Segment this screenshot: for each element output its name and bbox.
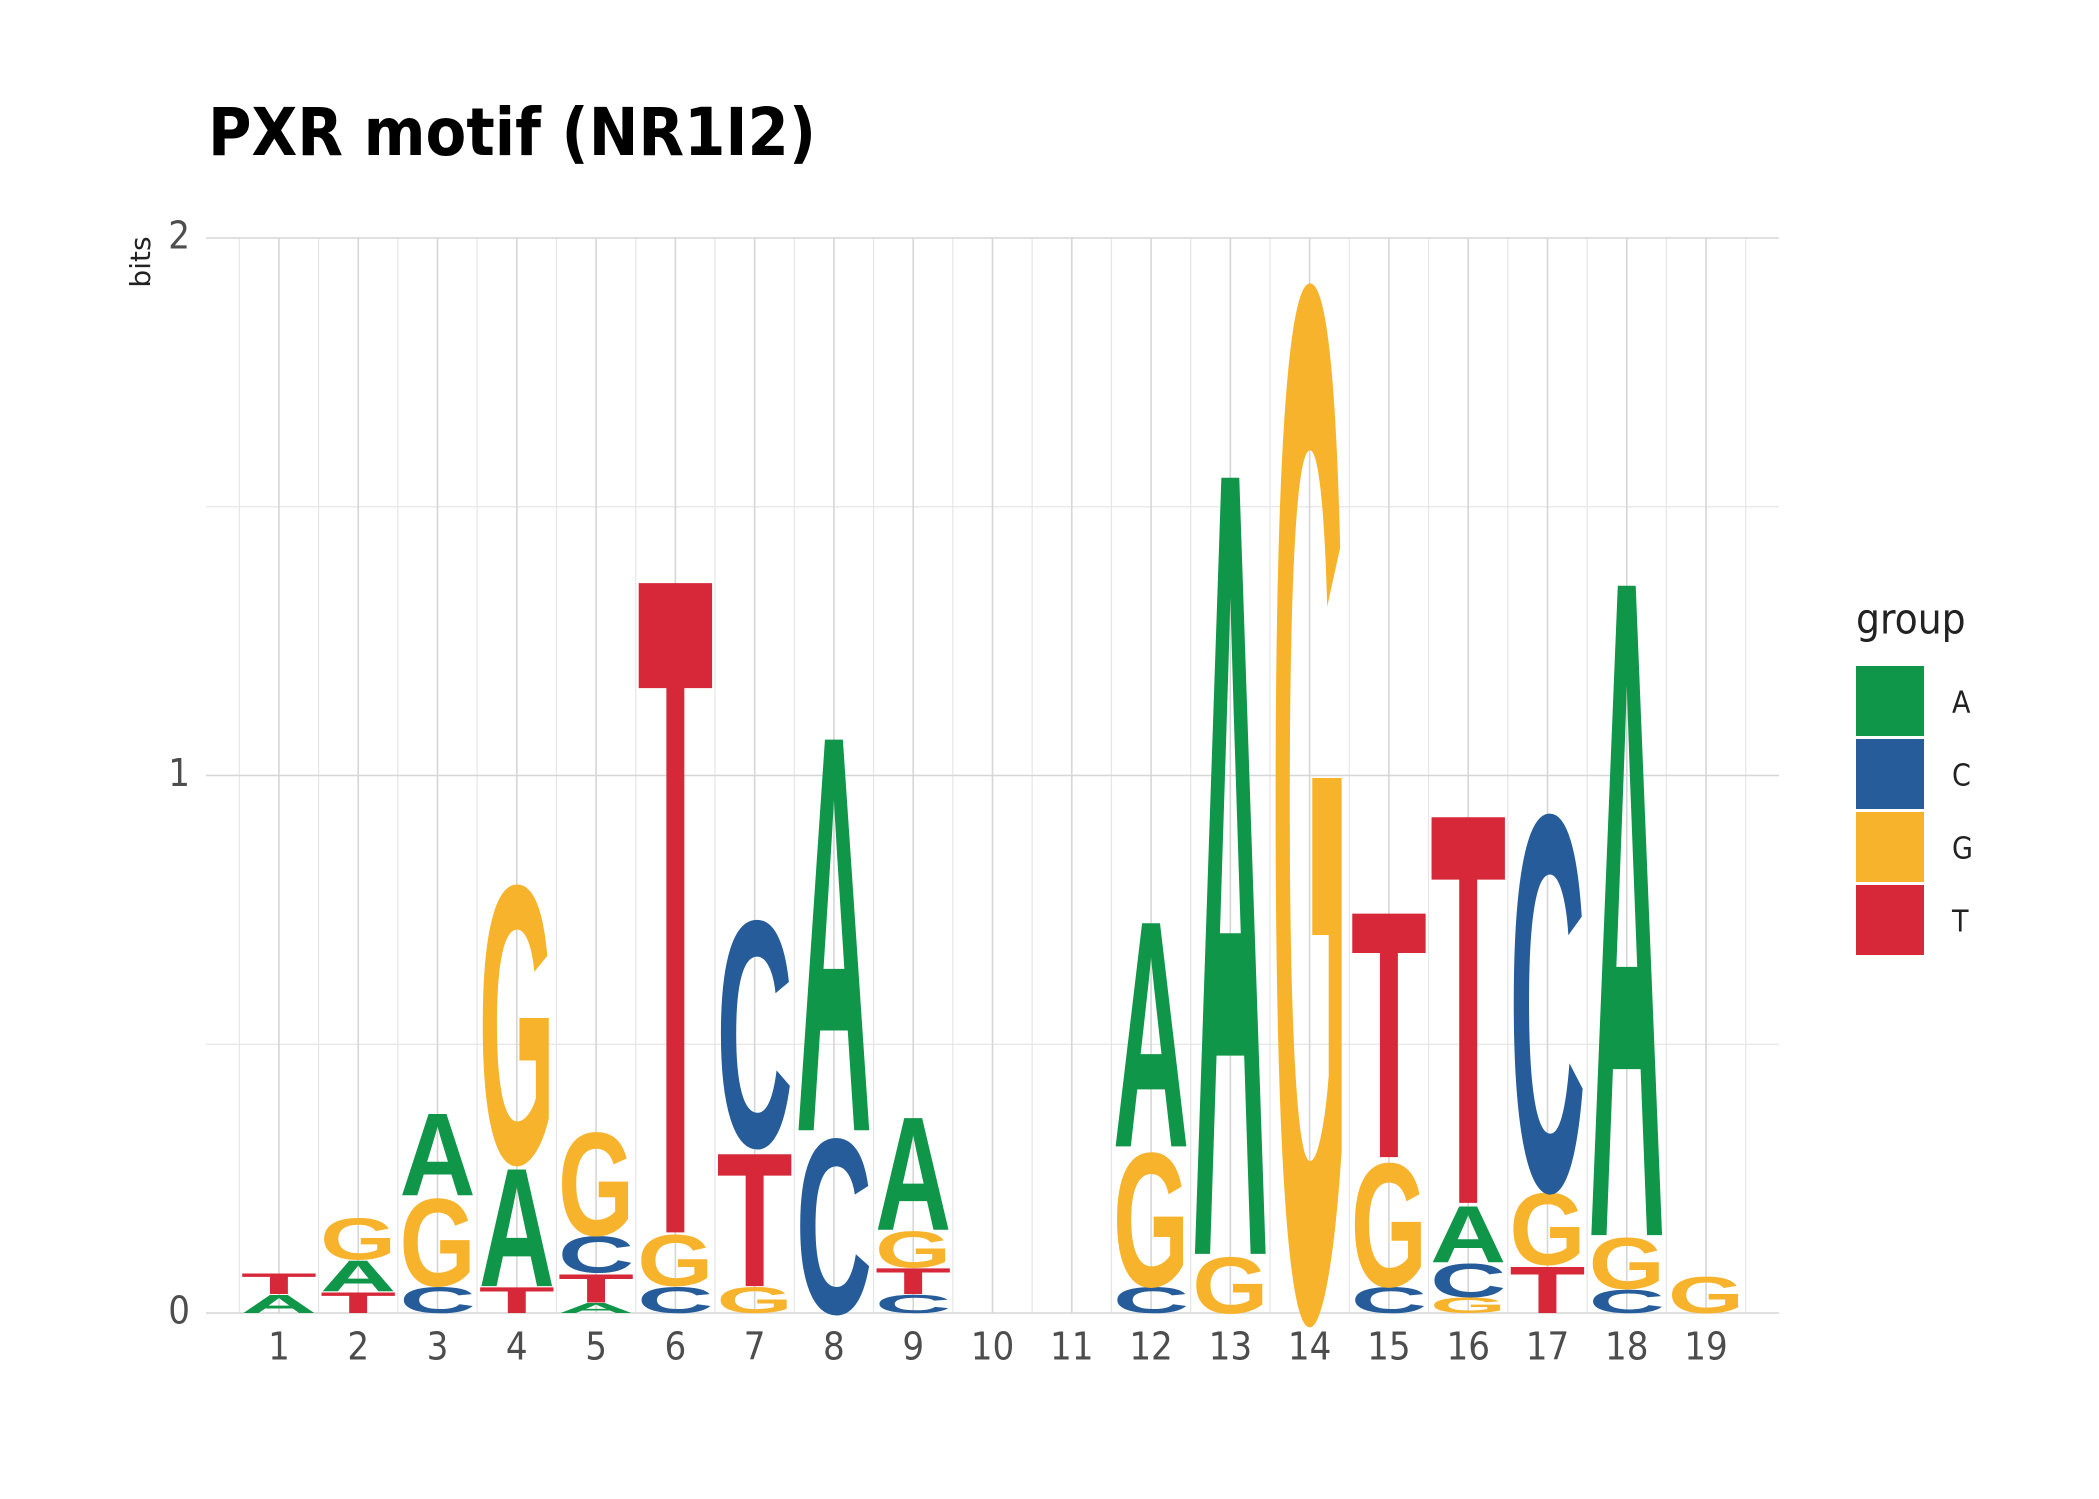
x-tick-label: 16 xyxy=(1446,1325,1490,1369)
chart-title: PXR motif (NR1I2) xyxy=(208,94,816,171)
x-tick-label: 11 xyxy=(1050,1325,1094,1369)
legend: A C G T xyxy=(1856,666,1973,955)
logo-letter: G xyxy=(1351,1128,1427,1325)
y-tick-label: 1 xyxy=(168,751,190,795)
x-tick-label: 14 xyxy=(1288,1325,1332,1369)
x-tick-label: 3 xyxy=(427,1325,449,1369)
logo-letter: C xyxy=(399,1280,475,1321)
logo-letter: G xyxy=(479,804,555,1248)
y-tick-label: 0 xyxy=(168,1289,190,1333)
logo-letter: A xyxy=(1192,233,1268,1493)
logo-letter: T xyxy=(241,1268,317,1301)
logo-letter: A xyxy=(320,1252,396,1301)
x-tick-label: 17 xyxy=(1526,1325,1570,1369)
x-tick-label: 6 xyxy=(664,1325,686,1369)
logo-letter: C xyxy=(875,1290,951,1319)
logo-letter: T xyxy=(875,1261,951,1302)
logo-letter: T xyxy=(637,379,713,1433)
logo-letter: G xyxy=(399,1172,475,1312)
logo-letter: A xyxy=(1113,855,1189,1217)
logo-letter: T xyxy=(717,1114,793,1327)
logo-letter: T xyxy=(1509,1254,1585,1328)
logo-letter: C xyxy=(1589,1283,1665,1320)
x-tick-label: 19 xyxy=(1684,1325,1728,1369)
logo-letter: A xyxy=(399,1088,475,1220)
logo-letter: A xyxy=(875,1083,951,1264)
logo-letter: T xyxy=(479,1280,555,1321)
logo-letter: A xyxy=(796,616,872,1251)
logo-letter: T xyxy=(558,1265,634,1311)
legend-label: G xyxy=(1952,832,1973,867)
logo-letter: G xyxy=(1192,1241,1268,1331)
logo-letter: G xyxy=(1509,1172,1585,1287)
x-tick-label: 13 xyxy=(1209,1325,1253,1369)
logo-letter: A xyxy=(1430,1189,1506,1280)
legend-label: C xyxy=(1952,759,1971,794)
x-tick-label: 4 xyxy=(506,1325,528,1369)
x-tick-label: 7 xyxy=(744,1325,766,1369)
logo-letter: C xyxy=(1113,1280,1189,1321)
x-tick-label: 8 xyxy=(823,1325,845,1369)
logo-letter: C xyxy=(637,1280,713,1321)
logo-letter: T xyxy=(320,1287,396,1320)
legend-title: group xyxy=(1856,595,1966,644)
legend-label: A xyxy=(1952,686,1971,721)
legend-key xyxy=(1856,739,1924,809)
logo-letter: T xyxy=(1351,838,1427,1233)
grid xyxy=(206,237,1779,1314)
logo-letter: G xyxy=(1113,1114,1189,1328)
logo-letter: C xyxy=(1430,1254,1506,1307)
logo-letter: C xyxy=(1509,704,1585,1305)
logo-letter: T xyxy=(1430,698,1506,1323)
logo-letter: G xyxy=(1668,1266,1744,1324)
x-tick-label: 1 xyxy=(268,1325,290,1369)
logo-letter: G xyxy=(320,1207,396,1273)
logo-letter: G xyxy=(717,1280,793,1321)
logo-letter: A xyxy=(241,1290,317,1319)
logo-letter: G xyxy=(637,1221,713,1303)
y-axis-label: bits xyxy=(124,236,157,287)
logo-letter: C xyxy=(1351,1280,1427,1321)
logo-letter: G xyxy=(1272,0,1348,1499)
logo-letter: G xyxy=(1589,1223,1665,1305)
legend-label: T xyxy=(1951,905,1969,940)
logo-letter: A xyxy=(1589,382,1665,1436)
x-tick-label: 12 xyxy=(1129,1325,1173,1369)
logo-letter: A xyxy=(558,1300,634,1316)
legend-key xyxy=(1856,885,1924,955)
x-tick-label: 5 xyxy=(585,1325,607,1369)
logo-letter: G xyxy=(558,1102,634,1267)
x-tick-label: 10 xyxy=(971,1325,1015,1369)
logo-letter: C xyxy=(717,855,793,1217)
logo-letter: C xyxy=(558,1226,634,1284)
logo-letter: G xyxy=(875,1220,951,1278)
logo-letter: G xyxy=(1430,1293,1506,1318)
x-tick-label: 9 xyxy=(902,1325,924,1369)
logo-letter: C xyxy=(796,1086,872,1366)
y-tick-label: 2 xyxy=(168,214,190,258)
x-tick-label: 18 xyxy=(1605,1325,1649,1369)
x-tick-label: 15 xyxy=(1367,1325,1411,1369)
legend-key xyxy=(1856,812,1924,882)
logo-letter: A xyxy=(479,1132,555,1322)
legend-key xyxy=(1856,666,1924,736)
x-tick-label: 2 xyxy=(347,1325,369,1369)
